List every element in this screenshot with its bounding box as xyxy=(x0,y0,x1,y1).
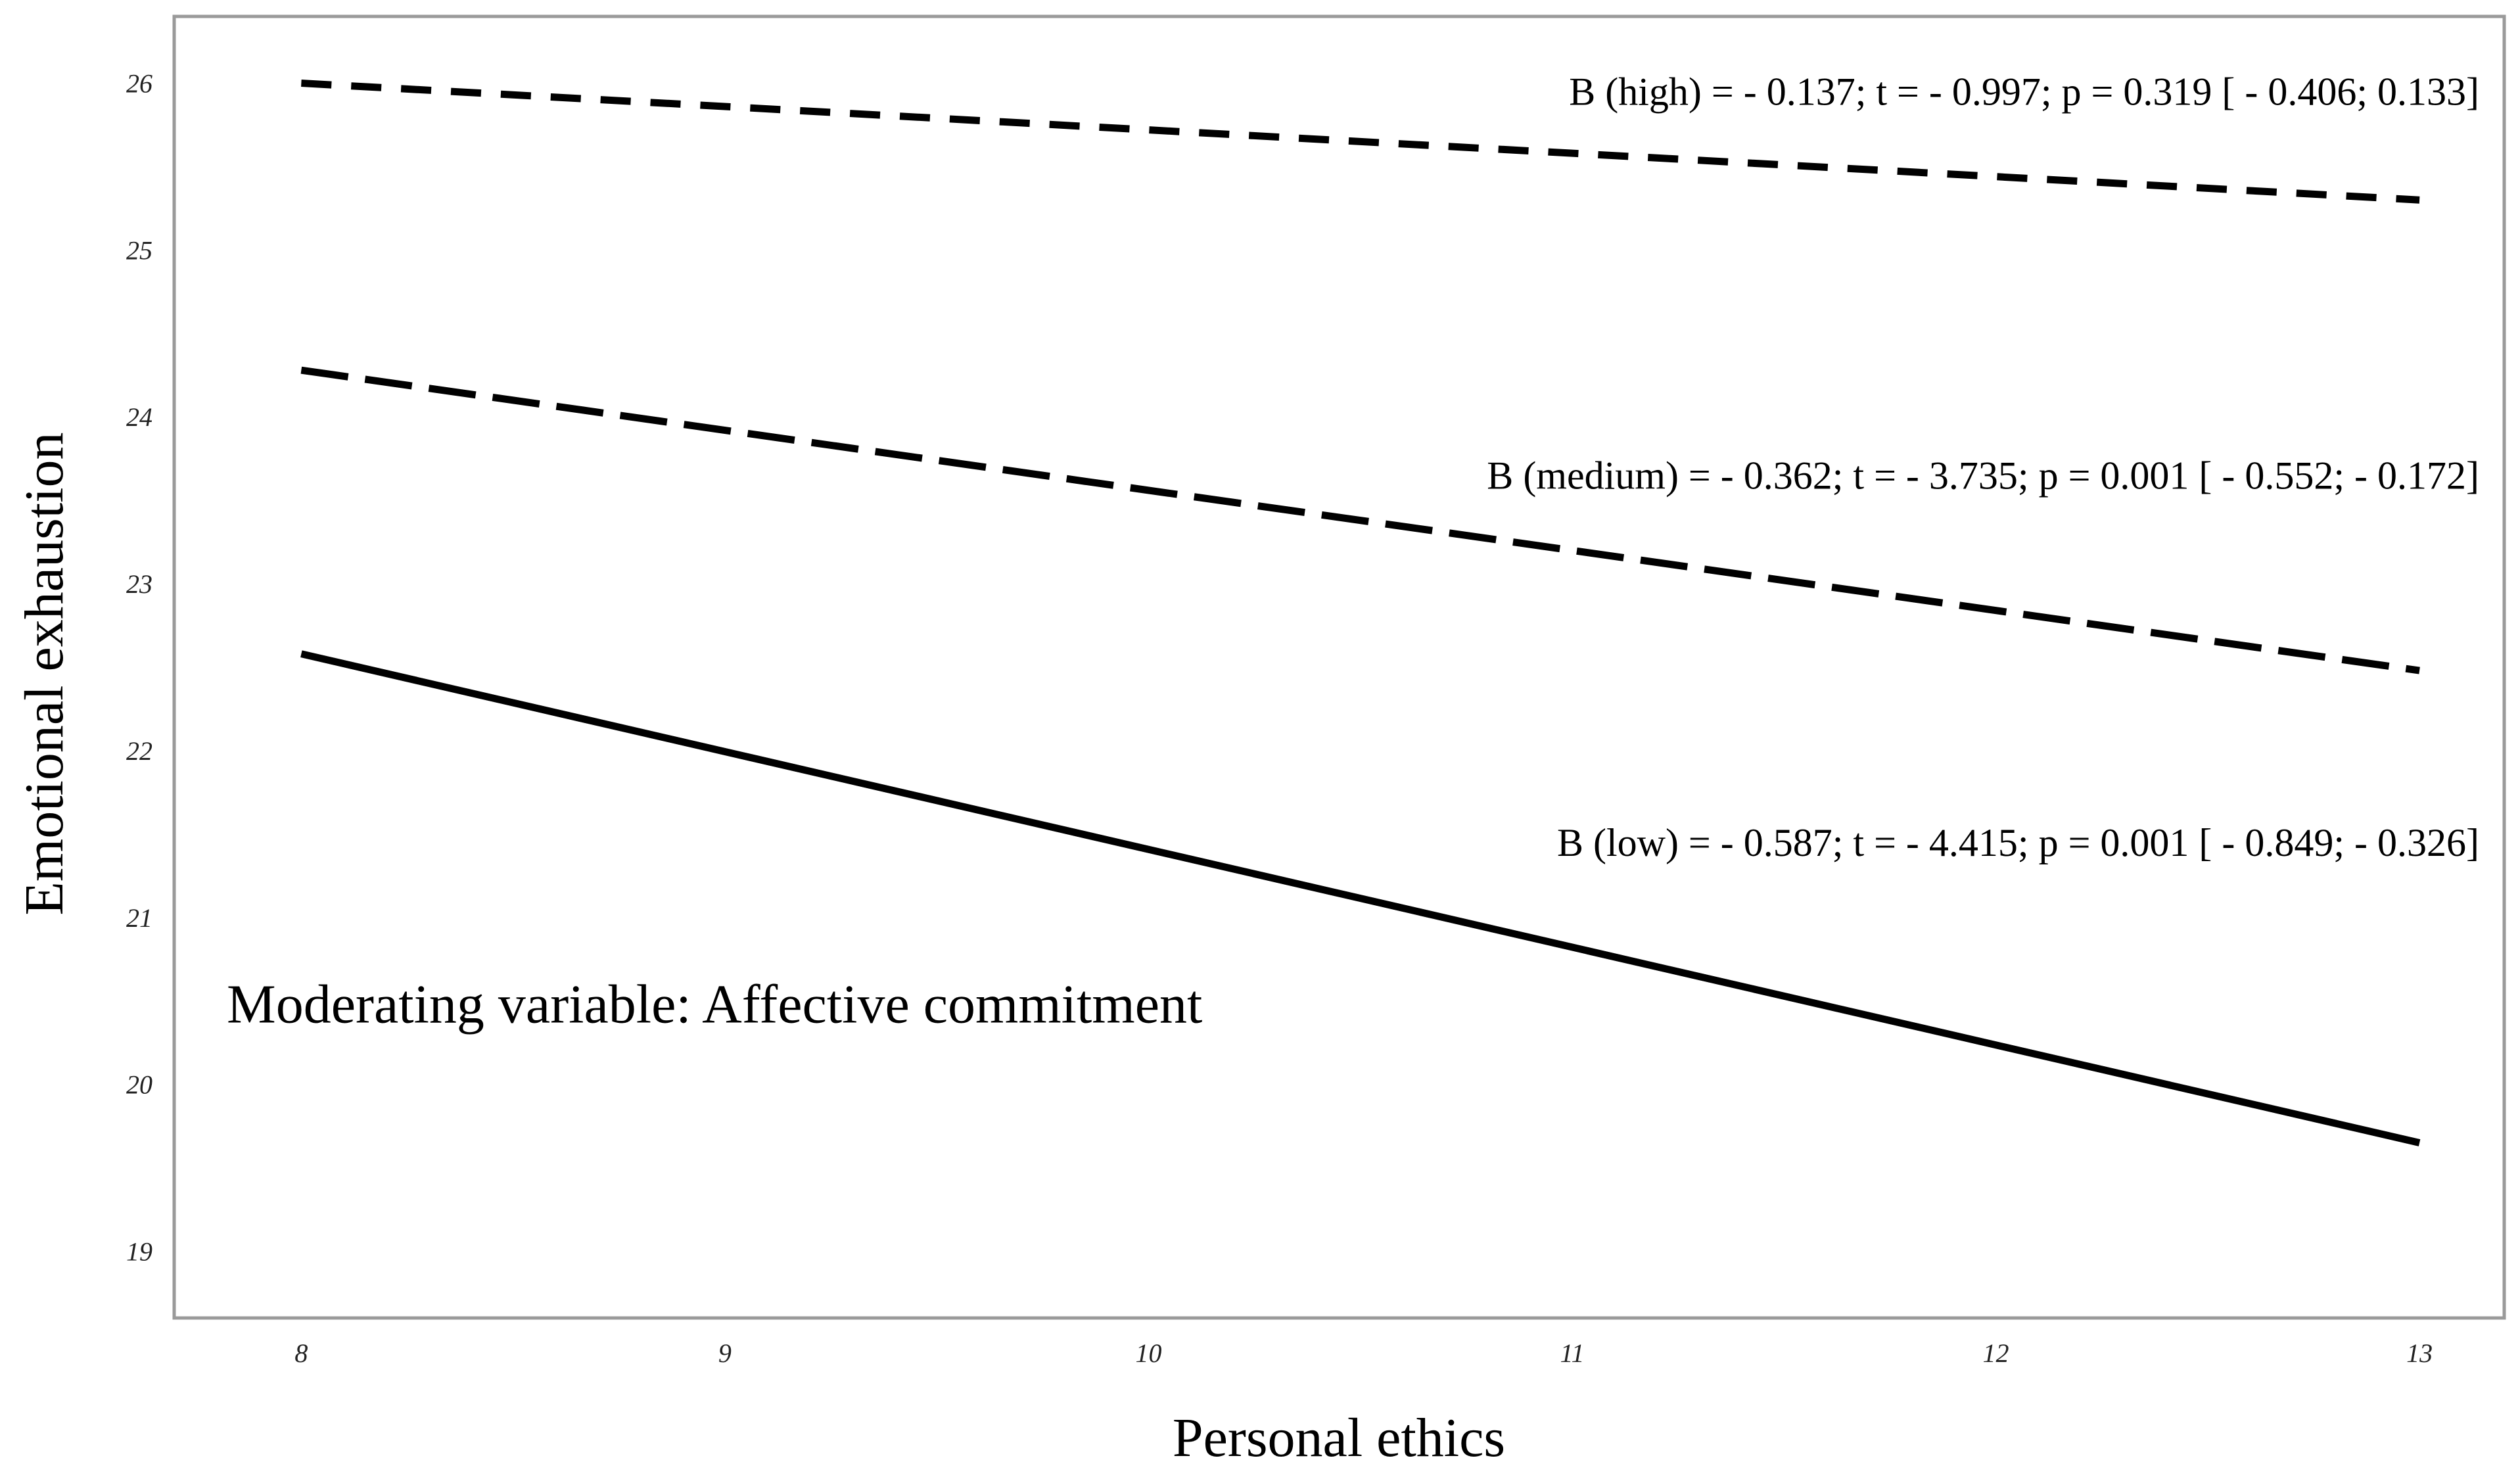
moderating-variable-note: Moderating variable: Affective commitmen… xyxy=(227,974,1202,1035)
series-line-high xyxy=(301,80,2420,204)
y-tick-label: 25 xyxy=(126,235,152,265)
x-axis-title: Personal ethics xyxy=(1173,1407,1505,1469)
y-tick-label: 20 xyxy=(126,1070,152,1100)
y-tick-label: 22 xyxy=(126,736,152,766)
series-line-low xyxy=(300,650,2421,1146)
x-tick-label: 10 xyxy=(1135,1338,1161,1368)
y-tick-label: 26 xyxy=(126,69,152,99)
x-tick-label: 12 xyxy=(1983,1338,2009,1368)
annotation-high: B (high) = - 0.137; t = - 0.997; p = 0.3… xyxy=(1569,70,2479,114)
y-tick-label: 21 xyxy=(126,903,152,933)
x-tick-label: 8 xyxy=(294,1338,308,1368)
annotation-low: B (low) = - 0.587; t = - 4.415; p = 0.00… xyxy=(1557,821,2479,864)
series-lines xyxy=(300,80,2421,1146)
y-tick-label: 19 xyxy=(126,1236,152,1266)
y-axis-title: Emotional exhaustion xyxy=(14,433,75,916)
x-tick-label: 11 xyxy=(1560,1338,1584,1368)
series-line-medium xyxy=(300,366,2420,674)
x-tick-label: 9 xyxy=(718,1338,732,1368)
annotation-medium: B (medium) = - 0.362; t = - 3.735; p = 0… xyxy=(1487,454,2479,497)
y-tick-label: 24 xyxy=(126,402,152,432)
x-tick-label: 13 xyxy=(2406,1338,2433,1368)
x-tick-labels: 8 9 10 11 12 13 xyxy=(294,1338,2433,1368)
plot-frame xyxy=(172,14,2506,1320)
y-tick-label: 23 xyxy=(126,569,152,599)
y-tick-labels: 19 20 21 22 23 24 25 26 xyxy=(126,69,152,1267)
annotations: B (high) = - 0.137; t = - 0.997; p = 0.3… xyxy=(1487,70,2479,864)
